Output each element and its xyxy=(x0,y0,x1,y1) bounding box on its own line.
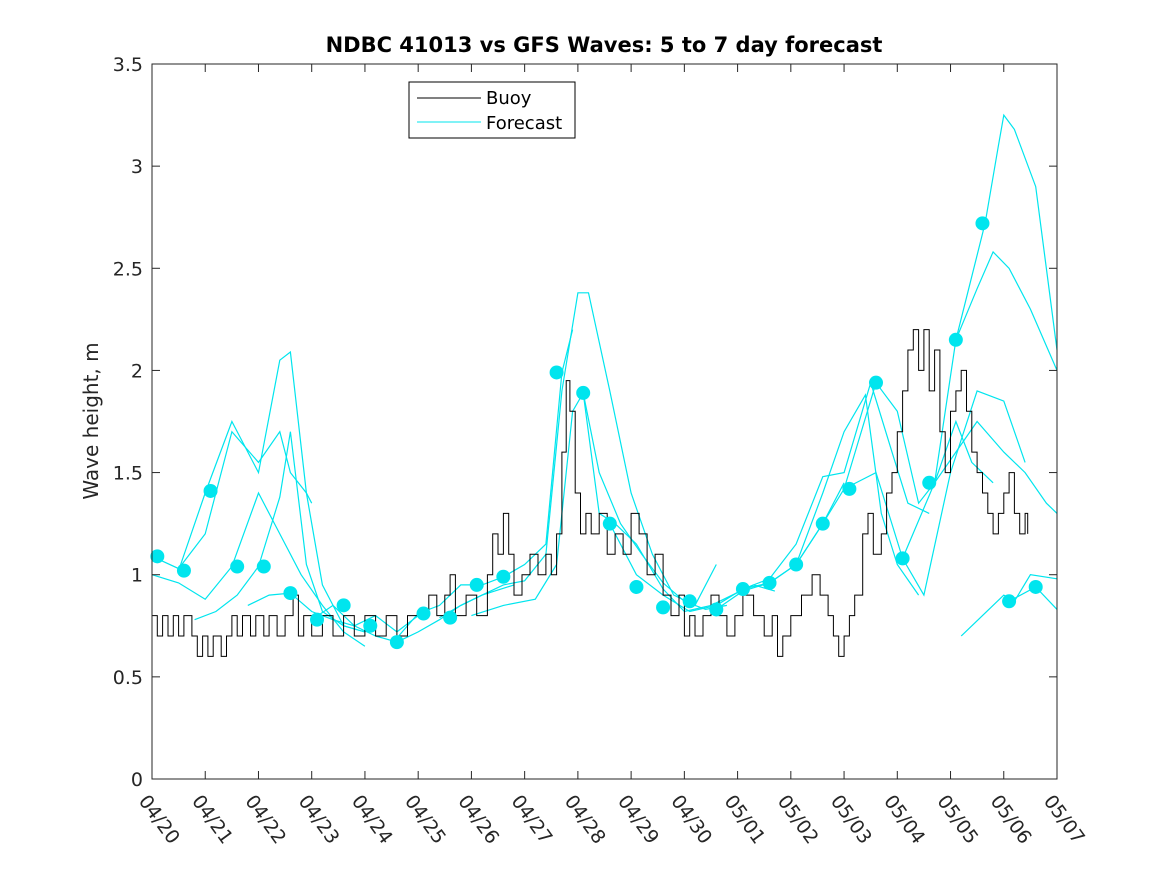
x-tick-label: 04/30 xyxy=(666,791,716,848)
y-axis-label: Wave height, m xyxy=(79,342,103,499)
forecast-point-25 xyxy=(815,516,830,531)
forecast-point-9 xyxy=(363,618,378,633)
x-tick-label: 04/21 xyxy=(187,791,237,848)
y-tick-label: 2.5 xyxy=(113,258,143,280)
forecast-point-23 xyxy=(762,575,777,590)
forecast-point-5 xyxy=(256,559,271,574)
x-tick-label: 05/04 xyxy=(879,791,929,848)
forecast-point-1 xyxy=(150,549,165,564)
legend-forecast-label: Forecast xyxy=(486,113,562,134)
forecast-point-8 xyxy=(336,598,351,613)
forecast-line-12 xyxy=(715,393,920,610)
forecast-point-12 xyxy=(443,610,458,625)
legend-buoy-label: Buoy xyxy=(486,88,532,109)
forecast-line-13 xyxy=(742,380,930,590)
y-tick-label: 3 xyxy=(131,156,143,178)
x-tick-label: 04/25 xyxy=(400,791,450,848)
y-tick-label: 0.5 xyxy=(113,667,143,689)
forecast-point-19 xyxy=(656,600,671,615)
x-tick-label: 04/28 xyxy=(560,791,610,848)
x-tick-label: 05/01 xyxy=(720,791,770,848)
forecast-point-27 xyxy=(869,375,883,390)
x-tick-label: 05/03 xyxy=(826,791,876,848)
forecast-point-6 xyxy=(283,586,298,601)
forecast-point-21 xyxy=(709,602,724,617)
forecast-point-26 xyxy=(842,481,857,496)
x-tick-label: 04/20 xyxy=(134,791,184,848)
y-tick-label: 1.5 xyxy=(113,463,143,485)
chart-title: NDBC 41013 vs GFS Waves: 5 to 7 day fore… xyxy=(326,33,883,57)
x-tick-label: 04/23 xyxy=(294,791,344,848)
forecast-line-16 xyxy=(902,420,1058,559)
buoy-line xyxy=(152,329,1029,657)
forecast-line-14 xyxy=(795,381,994,565)
plot-background xyxy=(152,64,1057,779)
forecast-point-24 xyxy=(789,557,804,572)
x-tick-label: 04/22 xyxy=(240,791,290,848)
axes-box xyxy=(151,63,1058,780)
y-tick-label: 2 xyxy=(131,360,143,382)
x-tick-label: 05/02 xyxy=(773,791,823,848)
forecast-markers xyxy=(150,216,1043,650)
forecast-line-8 xyxy=(439,292,717,619)
forecast-point-10 xyxy=(389,635,404,650)
forecast-point-2 xyxy=(176,563,191,578)
forecast-line-15 xyxy=(843,390,1026,597)
forecast-point-17 xyxy=(602,516,617,531)
forecast-point-32 xyxy=(1002,594,1017,609)
forecast-point-28 xyxy=(895,551,910,566)
forecast-point-22 xyxy=(735,582,750,597)
x-tick-label: 05/05 xyxy=(932,791,982,848)
forecast-point-20 xyxy=(682,594,697,609)
forecast-point-7 xyxy=(310,612,325,627)
x-tick-label: 04/29 xyxy=(613,791,663,848)
forecast-point-3 xyxy=(203,483,218,498)
forecast-point-29 xyxy=(922,475,937,490)
forecast-point-13 xyxy=(469,577,484,592)
x-tick-label: 04/26 xyxy=(453,791,503,848)
forecast-point-30 xyxy=(948,332,963,347)
x-tick-label: 05/07 xyxy=(1039,791,1089,848)
forecast-point-14 xyxy=(496,569,511,584)
forecast-point-15 xyxy=(549,365,564,380)
forecast-point-4 xyxy=(230,559,245,574)
y-tick-label: 3.5 xyxy=(113,54,143,76)
x-tick-label: 04/27 xyxy=(507,791,557,848)
x-tick-label: 04/24 xyxy=(347,791,397,848)
forecast-point-18 xyxy=(629,579,644,594)
plot-area xyxy=(152,64,1057,779)
buoy-series xyxy=(152,329,1029,657)
forecast-point-16 xyxy=(576,385,591,400)
legend-box xyxy=(408,81,576,139)
forecast-point-31 xyxy=(975,216,990,231)
y-tick-label: 0 xyxy=(131,769,143,791)
forecast-line-1 xyxy=(151,430,313,570)
y-tick-label: 1 xyxy=(131,565,143,587)
legend: Buoy Forecast xyxy=(408,81,576,139)
forecast-point-11 xyxy=(416,606,431,621)
forecast-point-33 xyxy=(1028,579,1043,594)
x-tick-label: 05/06 xyxy=(986,791,1036,848)
